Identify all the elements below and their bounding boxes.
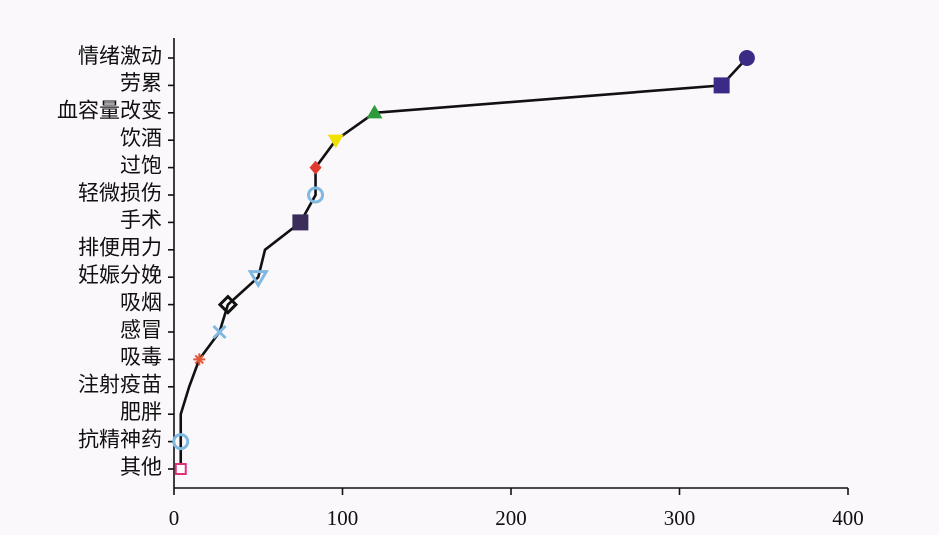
line [179, 57, 748, 469]
x-tick-label: 400 [832, 506, 864, 530]
y-tick-label: 劳累 [120, 71, 162, 95]
marker [307, 186, 325, 204]
y-tick-label: 情绪激动 [78, 44, 162, 68]
marker [217, 294, 239, 315]
y-tick-label: 注射疫苗 [78, 373, 162, 397]
marker [327, 134, 344, 149]
x-tick-label: 200 [495, 506, 527, 530]
marker [247, 270, 269, 289]
marker [738, 50, 755, 66]
y-tick-label: 过饱 [120, 153, 162, 177]
marker [366, 104, 383, 119]
y-tick-label: 饮酒 [120, 126, 162, 150]
y-tick-label: 肥胖 [120, 400, 162, 424]
marker [292, 214, 309, 231]
marker [174, 463, 187, 475]
y-tick-label: 吸烟 [120, 290, 162, 314]
x-tick-label: 100 [327, 506, 359, 530]
y-tick-label: 感冒 [120, 318, 162, 342]
y-tick-label: 妊娠分娩 [78, 263, 162, 287]
y-tick-label: 手术 [120, 208, 162, 232]
x-tick-label: 300 [664, 506, 696, 530]
marker [713, 77, 730, 94]
marker [212, 324, 227, 340]
y-tick-label: 血容量改变 [57, 99, 162, 123]
y-tick-label: 轻微损伤 [78, 181, 162, 205]
marker [172, 433, 190, 451]
y-tick-label: 抗精神药 [78, 427, 162, 451]
x-tick-label: 0 [169, 506, 180, 530]
marker [309, 160, 322, 175]
y-tick-label: 吸毒 [120, 345, 162, 369]
y-tick-label: 排便用力 [78, 236, 162, 260]
marker [193, 353, 206, 366]
y-tick-label: 其他 [120, 455, 162, 479]
